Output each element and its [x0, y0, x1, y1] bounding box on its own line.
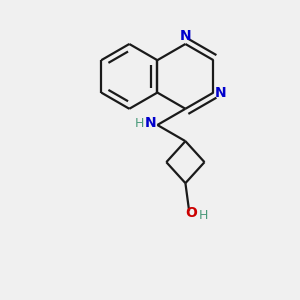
Text: H: H	[198, 208, 208, 222]
Text: N: N	[214, 85, 226, 100]
Text: O: O	[185, 206, 197, 220]
Text: N: N	[145, 116, 157, 130]
Text: H: H	[135, 117, 144, 130]
Text: N: N	[180, 29, 191, 43]
